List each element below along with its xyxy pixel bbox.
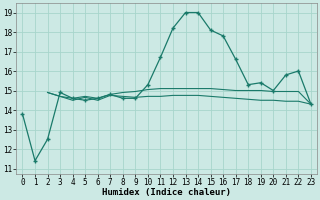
X-axis label: Humidex (Indice chaleur): Humidex (Indice chaleur) — [102, 188, 231, 197]
